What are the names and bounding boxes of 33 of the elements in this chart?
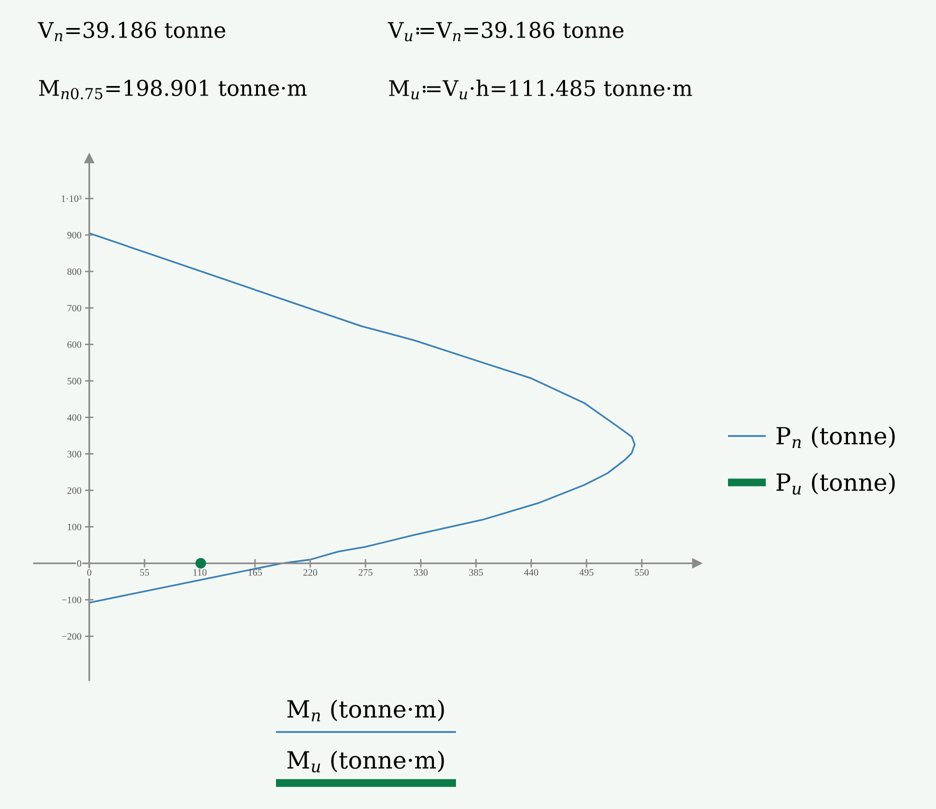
y-tick-label: 100: [68, 524, 82, 530]
y-tick-label: 800: [67, 268, 82, 275]
y-tick-label: 700: [68, 304, 82, 312]
y-tick-label: 600: [67, 341, 82, 348]
text: V$_{u}$≔V$_{n}$=39.186 tonne: [388, 22, 624, 42]
x-tick-label: 110: [193, 569, 206, 576]
x-tick-label: 165: [248, 569, 262, 576]
y-tick-label: 400: [67, 414, 82, 421]
text: M$_{u}$ (tonne·m): [287, 750, 444, 772]
x-tick-label: 495: [579, 569, 594, 576]
x-tick-label: 275: [358, 569, 372, 576]
y-tick-label: −200: [62, 633, 82, 640]
legend-label: P$_{n}$ (tonne): [776, 426, 895, 448]
x-tick-label: 330: [414, 569, 428, 576]
y-tick-label: 500: [68, 378, 82, 384]
line-series: [88, 232, 636, 604]
x-tick-label: 0: [87, 569, 92, 576]
y-tick-label: 0: [77, 560, 82, 567]
y-tick-label: 1·10³: [62, 195, 82, 202]
x-tick-label: 440: [524, 569, 538, 576]
text: M$_{n0.75}$=198.901 tonne·m: [39, 80, 307, 100]
x-tick-label: 550: [635, 569, 649, 576]
x-tick-label: 220: [303, 569, 318, 576]
y-tick-label: −100: [62, 596, 82, 604]
text: M$_{u}$≔V$_{u}$·h=111.485 tonne·m: [389, 80, 692, 100]
x-tick-label: 385: [469, 569, 483, 576]
y-tick-label: 900: [67, 232, 82, 238]
y-tick-label: 200: [67, 487, 82, 494]
x-tick-label: 55: [140, 569, 149, 576]
text: M$_{n}$ (tonne·m): [287, 700, 444, 722]
y-tick-label: 300: [67, 450, 82, 458]
text: V$_{n}$=39.186 tonne: [38, 22, 226, 42]
legend-label: P$_{u}$ (tonne): [776, 472, 895, 495]
